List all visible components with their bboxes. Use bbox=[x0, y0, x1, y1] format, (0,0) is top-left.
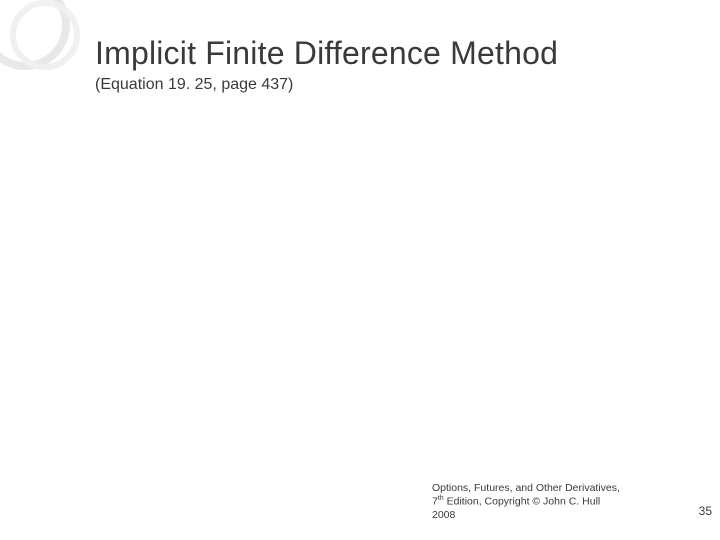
slide-subtitle: (Equation 19. 25, page 437) bbox=[95, 76, 720, 94]
slide-title: Implicit Finite Difference Method bbox=[95, 35, 720, 72]
footer-year: 2008 bbox=[432, 509, 455, 521]
slide: Implicit Finite Difference Method (Equat… bbox=[0, 0, 720, 540]
footer-line2-rest: Edition, Copyright © John C. Hull bbox=[444, 496, 601, 508]
footer-line1: Options, Futures, and Other Derivatives, bbox=[432, 482, 620, 494]
slide-footer: Options, Futures, and Other Derivatives,… bbox=[432, 482, 672, 522]
page-number: 35 bbox=[699, 504, 712, 518]
